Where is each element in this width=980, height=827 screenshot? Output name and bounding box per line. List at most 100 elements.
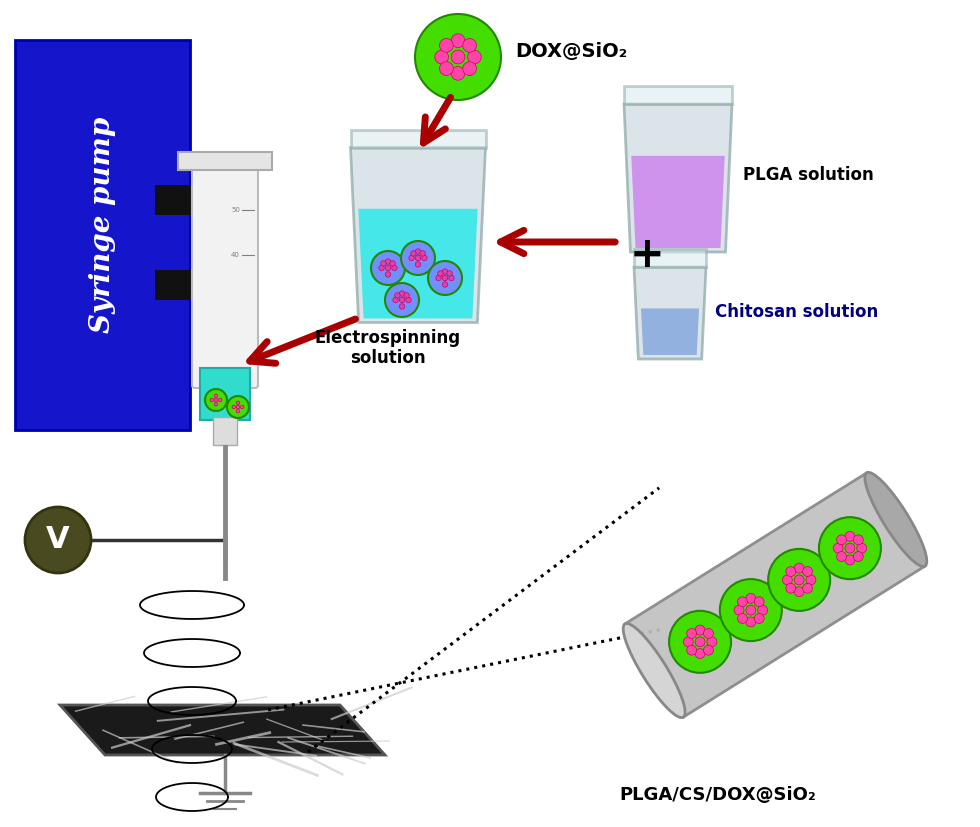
Polygon shape — [624, 104, 732, 252]
Text: Syringe pump: Syringe pump — [88, 117, 116, 333]
Circle shape — [819, 517, 881, 579]
Circle shape — [803, 583, 812, 593]
Bar — [200, 368, 250, 420]
Circle shape — [227, 396, 249, 418]
Circle shape — [25, 507, 91, 573]
Bar — [178, 152, 272, 170]
Circle shape — [695, 625, 705, 635]
Text: +: + — [629, 234, 664, 276]
Circle shape — [415, 14, 501, 100]
Circle shape — [399, 297, 405, 303]
Circle shape — [687, 645, 697, 655]
FancyBboxPatch shape — [192, 162, 258, 388]
Circle shape — [803, 566, 812, 576]
Circle shape — [451, 50, 465, 64]
Circle shape — [695, 648, 705, 658]
Circle shape — [782, 575, 793, 585]
Circle shape — [786, 583, 796, 593]
Circle shape — [707, 637, 716, 647]
Circle shape — [704, 645, 713, 655]
Circle shape — [794, 586, 805, 596]
Circle shape — [210, 399, 214, 402]
Circle shape — [205, 389, 227, 411]
Polygon shape — [625, 473, 925, 717]
Circle shape — [409, 256, 415, 261]
Polygon shape — [359, 208, 477, 318]
Circle shape — [236, 401, 240, 404]
Circle shape — [404, 293, 410, 298]
Circle shape — [758, 605, 767, 615]
Circle shape — [447, 270, 453, 276]
Ellipse shape — [623, 624, 685, 718]
Circle shape — [236, 405, 240, 409]
Circle shape — [436, 275, 441, 280]
Circle shape — [215, 403, 218, 406]
Circle shape — [393, 297, 398, 303]
Circle shape — [463, 62, 476, 75]
Bar — [155, 270, 235, 300]
Circle shape — [683, 637, 693, 647]
Polygon shape — [634, 267, 706, 359]
Circle shape — [390, 261, 395, 266]
Circle shape — [755, 597, 764, 607]
Circle shape — [385, 259, 391, 265]
Circle shape — [467, 50, 481, 64]
Circle shape — [442, 269, 448, 275]
Polygon shape — [634, 249, 706, 267]
Polygon shape — [631, 155, 725, 248]
Circle shape — [435, 50, 449, 64]
Circle shape — [439, 39, 454, 52]
Circle shape — [845, 543, 855, 553]
Circle shape — [416, 256, 420, 261]
Circle shape — [794, 575, 805, 585]
Circle shape — [738, 614, 748, 624]
Polygon shape — [60, 705, 385, 755]
Circle shape — [734, 605, 744, 615]
Circle shape — [786, 566, 796, 576]
Circle shape — [416, 261, 420, 267]
Circle shape — [219, 399, 221, 402]
Circle shape — [720, 579, 782, 641]
Circle shape — [232, 405, 235, 409]
Circle shape — [215, 394, 218, 398]
Text: V: V — [46, 525, 70, 554]
Circle shape — [449, 275, 454, 280]
Circle shape — [746, 593, 756, 603]
Circle shape — [399, 304, 405, 309]
Text: 50: 50 — [231, 207, 240, 213]
Bar — [155, 185, 235, 215]
Text: DOX@SiO₂: DOX@SiO₂ — [515, 42, 627, 61]
Circle shape — [406, 297, 412, 303]
Circle shape — [854, 552, 863, 562]
Circle shape — [451, 34, 465, 47]
Circle shape — [385, 265, 391, 270]
Circle shape — [215, 399, 218, 402]
Circle shape — [399, 291, 405, 296]
Text: PLGA/CS/DOX@SiO₂: PLGA/CS/DOX@SiO₂ — [619, 786, 816, 804]
Circle shape — [240, 405, 244, 409]
Circle shape — [837, 535, 847, 545]
Circle shape — [395, 293, 400, 298]
Circle shape — [380, 261, 386, 266]
Circle shape — [857, 543, 866, 553]
Circle shape — [738, 597, 748, 607]
Text: PLGA solution: PLGA solution — [743, 166, 874, 184]
Circle shape — [442, 282, 448, 287]
Bar — [15, 40, 190, 430]
Circle shape — [669, 611, 731, 673]
Circle shape — [463, 39, 476, 52]
Circle shape — [845, 532, 855, 542]
Circle shape — [442, 275, 448, 280]
Polygon shape — [624, 86, 732, 104]
Circle shape — [419, 251, 425, 256]
Circle shape — [371, 251, 405, 285]
Circle shape — [411, 251, 416, 256]
Bar — [213, 417, 237, 445]
Ellipse shape — [865, 472, 927, 566]
Circle shape — [833, 543, 843, 553]
Circle shape — [385, 283, 419, 317]
Circle shape — [746, 605, 756, 615]
Circle shape — [695, 637, 705, 647]
Circle shape — [236, 409, 240, 413]
Polygon shape — [351, 147, 485, 323]
